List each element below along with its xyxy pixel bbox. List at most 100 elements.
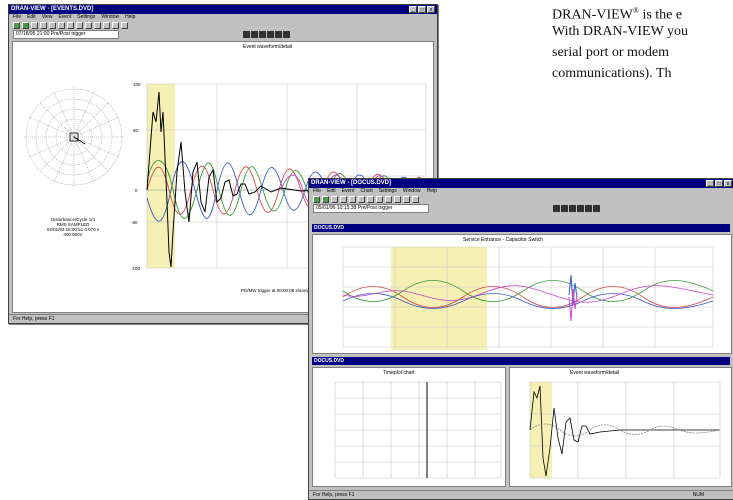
menu-help[interactable]: Help bbox=[125, 14, 136, 20]
chart-title: Event waveform/detail bbox=[243, 44, 293, 50]
report-button[interactable] bbox=[403, 196, 410, 203]
waveform-title: Event waveform/detail bbox=[570, 370, 620, 376]
cursor-button[interactable] bbox=[376, 196, 383, 203]
phasor-grid bbox=[24, 87, 124, 187]
copy-button[interactable] bbox=[40, 22, 47, 29]
paste-button[interactable] bbox=[49, 22, 56, 29]
minimize-button[interactable]: _ bbox=[706, 180, 714, 187]
description-text: DRAN-VIEW® is the e With DRAN-VIEW you s… bbox=[552, 0, 733, 84]
footer-readout: PD/MW trigger at 00:00:08 s/sample bbox=[241, 288, 314, 293]
menu-settings[interactable]: Settings bbox=[378, 188, 397, 194]
last-event-button[interactable] bbox=[585, 205, 592, 212]
maximize-button[interactable]: □ bbox=[418, 6, 426, 13]
maximize-button[interactable]: □ bbox=[715, 180, 723, 187]
event-selector-row: 07/18/95 21:00 Pre/Post trigger bbox=[9, 30, 437, 39]
timeplot-title: Timeplot chart bbox=[383, 370, 415, 376]
waveform-detail-chart bbox=[529, 381, 721, 479]
open-button[interactable] bbox=[13, 22, 20, 29]
upper-chart-gridlines bbox=[342, 246, 714, 348]
next-event-button[interactable] bbox=[267, 31, 274, 38]
last-event-button[interactable] bbox=[275, 31, 282, 38]
settings-button[interactable] bbox=[112, 22, 119, 29]
event-selector[interactable]: 05/01/96 10:15:38 Pre/Post trigger bbox=[313, 204, 429, 213]
selection-highlight bbox=[530, 382, 552, 478]
first-event-button[interactable] bbox=[553, 205, 560, 212]
waveform-detail-pane: Event waveform/detail bbox=[509, 367, 732, 487]
zoom-in-button[interactable] bbox=[58, 22, 65, 29]
chart-button[interactable] bbox=[85, 22, 92, 29]
dranview-window-events: DRAN-VIEW - [EVENTS.DVD] _ □ x File Edit… bbox=[8, 4, 438, 324]
settings-button[interactable] bbox=[412, 196, 419, 203]
table-button[interactable] bbox=[94, 22, 101, 29]
stop-button[interactable] bbox=[283, 31, 290, 38]
dranview-window-docus: DRAN-VIEW - [DOCUS.DVD] _ □ x File Edit … bbox=[308, 178, 733, 500]
menu-edit[interactable]: Edit bbox=[327, 188, 336, 194]
event-navigation bbox=[553, 205, 600, 212]
save-button[interactable] bbox=[322, 196, 329, 203]
help-button[interactable] bbox=[121, 22, 128, 29]
menu-help[interactable]: Help bbox=[426, 188, 437, 194]
phasor-diagram bbox=[24, 87, 124, 187]
prev-event-button[interactable] bbox=[561, 205, 568, 212]
close-button[interactable]: x bbox=[427, 6, 435, 13]
toolbar bbox=[309, 195, 733, 204]
menu-view[interactable]: View bbox=[41, 14, 53, 20]
status-bar: For Help, press F1 bbox=[9, 314, 437, 323]
zoom-out-button[interactable] bbox=[367, 196, 374, 203]
zoom-out-button[interactable] bbox=[67, 22, 74, 29]
menu-chart[interactable]: Chart bbox=[360, 188, 373, 194]
status-bar: For Help, press F1 NUM bbox=[309, 490, 733, 499]
next-event-button[interactable] bbox=[577, 205, 584, 212]
print-button[interactable] bbox=[331, 196, 338, 203]
menu-file[interactable]: File bbox=[313, 188, 322, 194]
timeplot-gridlines bbox=[334, 381, 502, 479]
selection-highlight bbox=[391, 247, 487, 350]
lower-subwindow-title-bar[interactable]: DOCUS.DVD bbox=[312, 357, 730, 365]
close-button[interactable]: x bbox=[724, 180, 732, 187]
timeplot-chart bbox=[334, 381, 502, 479]
trace-dashed bbox=[529, 423, 721, 437]
title-bar[interactable]: DRAN-VIEW - [DOCUS.DVD] _ □ x bbox=[309, 179, 733, 188]
table-button[interactable] bbox=[394, 196, 401, 203]
copy-button[interactable] bbox=[340, 196, 347, 203]
print-button[interactable] bbox=[31, 22, 38, 29]
prose-line-4: communications). Th bbox=[552, 66, 672, 81]
play-button[interactable] bbox=[569, 205, 576, 212]
minimize-button[interactable]: _ bbox=[409, 6, 417, 13]
menu-event[interactable]: Event bbox=[58, 14, 72, 20]
window-title: DRAN-VIEW - [EVENTS.DVD] bbox=[11, 6, 94, 12]
axis-tick-labels: 100 50 0 -50 -100 bbox=[131, 82, 141, 271]
subwindow-title-bar[interactable]: DOCUS.DVD bbox=[312, 224, 730, 232]
service-entrance-chart bbox=[342, 246, 714, 350]
menu-bar: File Edit View Event Settings Window Hel… bbox=[9, 14, 437, 21]
chart-button[interactable] bbox=[385, 196, 392, 203]
trace-transient bbox=[568, 274, 578, 306]
menu-bar: File Edit Event Chart Settings Window He… bbox=[309, 188, 733, 195]
open-button[interactable] bbox=[313, 196, 320, 203]
trace-red bbox=[342, 286, 714, 308]
menu-event[interactable]: Event bbox=[341, 188, 355, 194]
prev-event-button[interactable] bbox=[251, 31, 258, 38]
lower-subwindow-title: DOCUS.DVD bbox=[314, 357, 345, 364]
menu-window[interactable]: Window bbox=[101, 14, 120, 20]
toolbar bbox=[9, 21, 437, 30]
trace-blue bbox=[342, 293, 714, 309]
zoom-in-button[interactable] bbox=[358, 196, 365, 203]
cursor-button[interactable] bbox=[76, 22, 83, 29]
stop-button[interactable] bbox=[593, 205, 600, 212]
menu-file[interactable]: File bbox=[13, 14, 22, 20]
first-event-button[interactable] bbox=[243, 31, 250, 38]
menu-settings[interactable]: Settings bbox=[77, 14, 96, 20]
paste-button[interactable] bbox=[349, 196, 356, 203]
svg-text:-50: -50 bbox=[131, 220, 138, 225]
upper-chart-traces bbox=[342, 274, 714, 322]
menu-window[interactable]: Window bbox=[402, 188, 421, 194]
menu-edit[interactable]: Edit bbox=[27, 14, 36, 20]
upper-chart-pane: Service Entrance - Capacitor Switch bbox=[312, 234, 732, 354]
title-bar[interactable]: DRAN-VIEW - [EVENTS.DVD] _ □ x bbox=[9, 5, 437, 14]
save-button[interactable] bbox=[22, 22, 29, 29]
event-selector[interactable]: 07/18/95 21:00 Pre/Post trigger bbox=[13, 30, 119, 39]
play-button[interactable] bbox=[259, 31, 266, 38]
chart-title: Service Entrance - Capacitor Switch bbox=[463, 237, 544, 243]
report-button[interactable] bbox=[103, 22, 110, 29]
